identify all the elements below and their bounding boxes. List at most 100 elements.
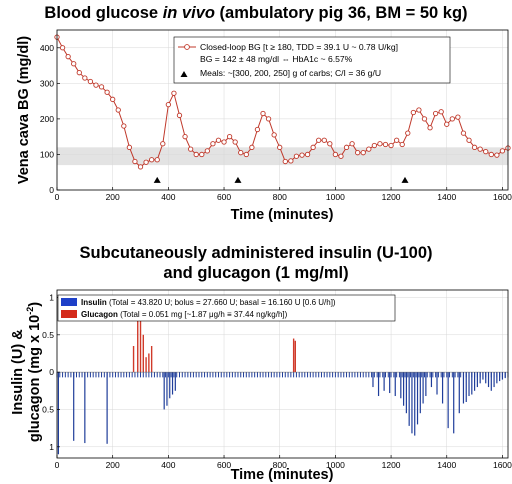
insulin-legend: Insulin (Total = 43.820 U; bolus = 27.66…: [57, 294, 396, 322]
insulin-glucagon-bars: [56, 308, 509, 455]
bg-x-tick-label: 200: [106, 192, 120, 202]
insulin-y-tick-label: 0.5: [42, 404, 54, 414]
bg-data-point: [338, 153, 344, 159]
glucagon-legend-swatch: [61, 310, 77, 318]
bg-x-tick-label: 1400: [437, 192, 456, 202]
bg-data-point: [349, 141, 355, 147]
bg-data-point: [432, 110, 439, 117]
bg-chart-title: Blood glucose in vivo (ambulatory pig 36…: [44, 4, 467, 22]
bg-data-point: [304, 151, 311, 158]
bg-data-point: [254, 126, 261, 133]
bg-data-point: [154, 157, 160, 163]
bg-y-ticks: 0 100 200 300 400: [40, 43, 60, 195]
bg-data-point: [388, 142, 394, 149]
bg-series-markers: [54, 34, 511, 170]
bg-data-point: [137, 164, 144, 170]
bg-data-point: [143, 159, 149, 165]
bg-series-line: [56, 36, 509, 168]
bg-data-point: [421, 116, 428, 122]
bg-data-point: [121, 123, 127, 129]
bg-plot-frame: [56, 29, 509, 191]
bg-data-point: [355, 150, 361, 156]
bg-x-axis-label: Time (minutes): [231, 207, 334, 223]
meal-markers: [153, 176, 409, 183]
bg-legend-line2: BG = 142 ± 48 mg/dl ⇔ HbA1c ~ 6.57%: [200, 54, 353, 64]
bg-x-tick-label: 1200: [382, 192, 401, 202]
bg-data-point: [204, 148, 210, 154]
bg-legend-line1: Closed-loop BG [t ≥ 180, TDD = 39.1 U ~ …: [200, 42, 398, 52]
bg-data-point: [405, 130, 411, 136]
bg-data-point: [360, 150, 366, 156]
meal-triangle-icon: [180, 71, 188, 77]
bg-y-axis-label: Vena cava BG (mg/dl): [16, 36, 32, 184]
insulin-plot: 0 200 400 600 800 1000 1200 1400 1600 10.500.51 …: [42, 289, 512, 470]
bg-data-point: [182, 134, 188, 140]
meal-marker: [153, 176, 161, 183]
bg-data-point: [410, 109, 416, 116]
bg-data-point: [299, 152, 305, 158]
bg-y-tick-label: 200: [40, 114, 54, 124]
insulin-x-tick-label: 1000: [326, 460, 345, 470]
bg-data-point: [393, 137, 400, 143]
insulin-x-tick-label: 1200: [382, 460, 401, 470]
bg-data-point: [82, 75, 88, 81]
bg-data-point: [377, 141, 383, 147]
bg-data-point: [321, 137, 327, 143]
bg-data-point: [149, 157, 155, 163]
target-range-band: [57, 147, 508, 166]
bg-data-point: [310, 144, 316, 150]
bg-data-point: [438, 109, 444, 115]
bg-data-point: [277, 144, 283, 150]
bg-x-tick-label: 600: [217, 192, 231, 202]
bg-data-point: [449, 116, 455, 122]
bg-y-tick-label: 100: [40, 149, 54, 159]
bg-x-ticks: 0 200 400 600 800 1000 1200 1400 1600: [55, 187, 512, 202]
bg-data-point: [243, 151, 249, 158]
bg-data-point: [71, 61, 77, 67]
insulin-x-tick-label: 1600: [493, 460, 512, 470]
bg-data-point: [226, 134, 233, 140]
insulin-y-tick-label: 1: [49, 442, 54, 452]
bg-x-tick-label: 1000: [326, 192, 345, 202]
insulin-x-tick-label: 600: [217, 460, 231, 470]
insulin-plot-frame: [56, 289, 509, 459]
bg-y-tick-label: 0: [49, 185, 54, 195]
bg-legend-line3: Meals: ~[300, 200, 250] g of carbs; C/I …: [200, 68, 381, 78]
insulin-chart-title-line1: Subcutaneously administered insulin (U-1…: [80, 244, 433, 262]
bg-data-point: [366, 146, 372, 152]
bg-legend-box: [173, 36, 451, 84]
bg-data-point: [271, 132, 277, 138]
bg-data-point: [232, 139, 238, 145]
bg-data-point: [110, 96, 116, 102]
insulin-x-axis-label: Time (minutes): [231, 467, 334, 483]
glucagon-legend-text: Glucagon (Total = 0.051 mg [~1.87 μg/h ≡…: [81, 310, 288, 319]
bg-data-point: [187, 146, 194, 152]
bg-data-point: [59, 45, 66, 51]
bg-data-point: [444, 121, 450, 127]
bg-data-point: [115, 107, 121, 113]
insulin-x-ticks: 0 200 400 600 800 1000 1200 1400 1600: [55, 455, 512, 470]
bg-data-point: [399, 141, 405, 148]
bg-data-point: [382, 141, 389, 148]
bg-data-point: [210, 141, 216, 147]
bg-data-point: [455, 114, 461, 120]
bg-data-point: [427, 125, 433, 131]
insulin-y-tick-label: 1: [49, 292, 54, 302]
bg-data-point: [104, 89, 110, 95]
bg-x-tick-label: 1600: [493, 192, 512, 202]
bg-data-point: [249, 144, 255, 150]
insulin-legend-text: Insulin (Total = 43.820 U; bolus = 27.66…: [81, 298, 336, 307]
insulin-legend-swatch: [61, 298, 77, 306]
bg-data-point: [293, 153, 300, 159]
bg-data-point: [288, 158, 294, 164]
bg-legend-marker-swatch: [184, 44, 190, 50]
bg-data-point: [343, 144, 350, 150]
insulin-y-axis-label-line2: glucagon (mg x 10-2): [25, 302, 43, 442]
meal-marker: [234, 176, 242, 183]
bg-data-point: [332, 151, 339, 158]
bg-data-point: [494, 152, 500, 158]
bg-data-point: [176, 112, 183, 118]
bg-data-point: [215, 137, 222, 143]
bg-data-point: [471, 144, 478, 150]
bg-data-point: [265, 116, 272, 122]
